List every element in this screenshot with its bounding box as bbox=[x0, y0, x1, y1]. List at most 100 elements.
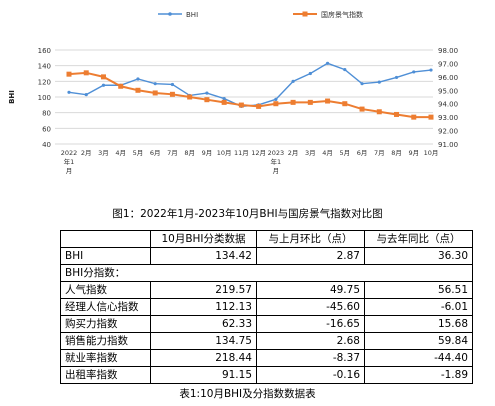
data-point bbox=[343, 67, 347, 72]
table-row: 就业率指数 218.44 -8.37 -44.40 bbox=[60, 349, 473, 367]
x-tick-label: 月 bbox=[66, 167, 73, 175]
table-row: 出租率指数 91.15 -0.16 -1.89 bbox=[60, 366, 473, 384]
y-right-tick-label: 94.00 bbox=[438, 101, 458, 109]
table-row: BHI 134.42 2.87 36.30 bbox=[60, 247, 473, 265]
x-tick-label: 年1 bbox=[64, 157, 75, 166]
table-row: 销售能力指数 134.75 2.68 59.84 bbox=[60, 332, 473, 350]
legend-label: BHI bbox=[186, 11, 198, 19]
legend-label: 国房景气指数 bbox=[321, 10, 363, 19]
data-point bbox=[394, 111, 400, 117]
series-line-bhi bbox=[68, 62, 432, 108]
y-left-tick-label: 80 bbox=[42, 110, 51, 118]
table-body: BHI 134.42 2.87 36.30 BHI分指数： 人气指数 219.57 49.75… bbox=[60, 247, 473, 384]
x-tick-label: 10月 bbox=[217, 149, 232, 157]
y-left-tick-label: 100 bbox=[38, 94, 51, 102]
data-point bbox=[325, 98, 331, 104]
table-section-label: BHI分指数： bbox=[60, 264, 473, 282]
table-row-label: 销售能力指数 bbox=[60, 332, 151, 350]
data-point bbox=[308, 71, 312, 76]
table-row-label: BHI bbox=[60, 247, 151, 265]
x-tick-label: 9月 bbox=[408, 149, 419, 157]
data-point bbox=[136, 77, 140, 81]
table-header-cell: 与上月环比（点） bbox=[256, 230, 365, 248]
data-point bbox=[187, 94, 193, 100]
data-point bbox=[411, 114, 417, 120]
table-header-cell bbox=[60, 230, 151, 248]
y-right-tick-label: 95.00 bbox=[438, 87, 458, 95]
table-cell: 49.75 bbox=[256, 281, 365, 299]
table-cell: -45.60 bbox=[256, 298, 365, 316]
table-cell: 2.68 bbox=[256, 332, 365, 350]
y-left-tick-label: 40 bbox=[42, 141, 51, 149]
data-point bbox=[377, 80, 381, 84]
data-point bbox=[83, 70, 89, 76]
data-point bbox=[118, 83, 124, 89]
table-cell: 62.33 bbox=[150, 315, 257, 333]
data-point bbox=[153, 82, 157, 86]
data-point bbox=[84, 93, 88, 97]
x-tick-label: 7月 bbox=[374, 149, 385, 157]
data-point bbox=[205, 91, 209, 95]
table-cell: -44.40 bbox=[364, 349, 473, 367]
table-cell: -6.01 bbox=[364, 298, 473, 316]
data-point bbox=[67, 90, 71, 94]
table-cell: -16.65 bbox=[256, 315, 365, 333]
data-point bbox=[429, 68, 433, 72]
data-point bbox=[359, 106, 365, 112]
table-cell: 219.57 bbox=[150, 281, 257, 299]
table-header-cell: 与去年同比（点） bbox=[364, 230, 473, 248]
x-tick-label: 2月 bbox=[288, 149, 299, 157]
y-right-tick-label: 97.00 bbox=[438, 60, 458, 68]
data-point bbox=[428, 114, 434, 120]
table-cell: -1.89 bbox=[364, 366, 473, 384]
figure-caption: 图1：2022年1月-2023年10月BHI与国房景气指数对比图 bbox=[112, 208, 383, 220]
table-row-label: 经理人信心指数 bbox=[60, 298, 151, 316]
data-point bbox=[101, 83, 106, 87]
table-row-label: 出租率指数 bbox=[60, 366, 151, 384]
x-tick-label: 2月 bbox=[81, 149, 92, 157]
x-tick-label: 5月 bbox=[339, 149, 350, 157]
y-left-tick-label: 160 bbox=[38, 47, 51, 55]
x-tick-label: 2023 bbox=[268, 149, 285, 157]
legend-marker bbox=[168, 12, 172, 16]
data-point bbox=[238, 102, 244, 108]
bhi-data-table: 10月BHI分类数据 与上月环比（点） 与去年同比（点） BHI 134.42 2.… bbox=[60, 230, 473, 384]
data-point bbox=[273, 101, 279, 107]
table-header-row: 10月BHI分类数据 与上月环比（点） 与去年同比（点） bbox=[60, 230, 473, 248]
y-right-tick-label: 98.00 bbox=[438, 47, 458, 55]
table-section-row: BHI分指数： bbox=[60, 264, 473, 282]
y-left-tick-label: 120 bbox=[38, 78, 51, 86]
data-point bbox=[152, 90, 158, 96]
table-row-label: 购买力指数 bbox=[60, 315, 151, 333]
data-point bbox=[66, 71, 72, 77]
table-cell: 112.13 bbox=[150, 298, 257, 316]
data-point bbox=[256, 103, 262, 109]
x-tick-label: 6月 bbox=[150, 149, 161, 157]
data-point bbox=[170, 82, 175, 87]
table-cell: -0.16 bbox=[256, 366, 365, 384]
x-tick-label: 3月 bbox=[98, 149, 109, 157]
x-tick-label: 4月 bbox=[322, 149, 333, 157]
y-right-tick-label: 93.00 bbox=[438, 114, 458, 122]
y-right-tick-label: 96.00 bbox=[438, 74, 458, 82]
data-point bbox=[204, 97, 210, 103]
x-tick-label: 7月 bbox=[167, 149, 178, 157]
x-tick-label: 11月 bbox=[234, 149, 249, 157]
data-point bbox=[169, 91, 175, 97]
data-point bbox=[274, 97, 278, 101]
x-tick-label: 9月 bbox=[202, 149, 213, 157]
y-right-tick-label: 92.00 bbox=[438, 128, 458, 136]
y-axis-label: BHI bbox=[8, 90, 16, 104]
data-point bbox=[291, 79, 295, 83]
table-cell: 36.30 bbox=[364, 247, 473, 265]
data-point bbox=[290, 99, 296, 105]
data-point bbox=[360, 82, 364, 86]
table-cell: 91.15 bbox=[150, 366, 257, 384]
table-row: 经理人信心指数 112.13 -45.60 -6.01 bbox=[60, 298, 473, 316]
data-point bbox=[394, 75, 399, 80]
x-tick-label: 6月 bbox=[357, 149, 368, 157]
data-point bbox=[342, 101, 348, 107]
y-right-tick-label: 91.00 bbox=[438, 141, 458, 149]
data-point bbox=[221, 99, 227, 105]
x-tick-label: 2022 bbox=[61, 149, 78, 157]
